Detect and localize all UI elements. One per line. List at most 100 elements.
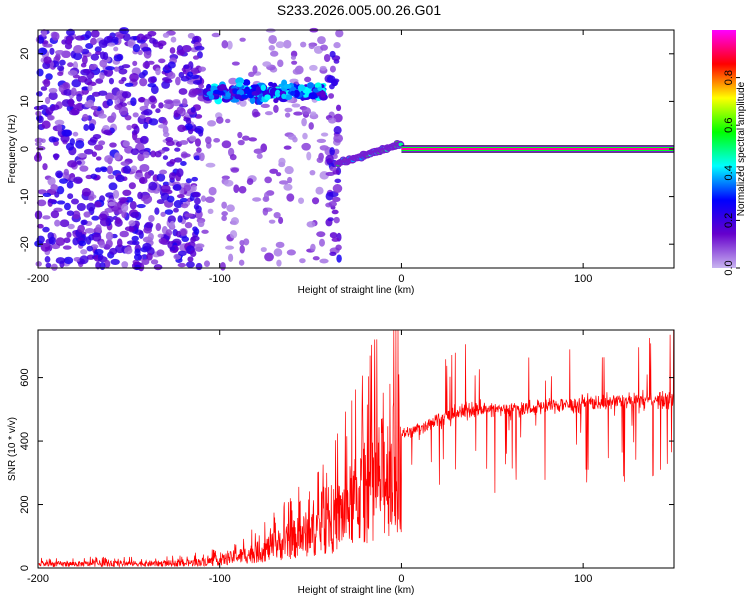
spectrogram-cell: [37, 36, 45, 44]
spectrogram-cell: [221, 211, 228, 217]
spectrogram-cell: [106, 165, 113, 175]
spectrogram-cell: [95, 261, 101, 270]
spectrogram-cell: [249, 96, 256, 104]
spectrogram-cell: [99, 59, 108, 68]
spectrogram-cell: [67, 160, 78, 168]
spectrogram-cell: [44, 96, 51, 105]
spectrogram-cell: [310, 111, 317, 116]
spectrogram-cell: [100, 167, 108, 173]
spectrogram-cell: [59, 59, 66, 66]
spectrogram-cell: [107, 174, 115, 180]
spectrogram-cell: [88, 195, 95, 201]
spectrogram-cell: [136, 204, 146, 209]
spectrogram-cell: [51, 31, 60, 41]
spectrogram-cell: [164, 209, 174, 215]
spectrogram-cell: [180, 228, 187, 236]
spectrogram-cell: [240, 94, 249, 99]
spectrogram-cell: [158, 102, 164, 109]
spectrogram-cell: [181, 44, 192, 53]
spectrogram-cell: [298, 197, 305, 204]
spectrogram-cell: [264, 111, 273, 116]
spectrogram-cell: [328, 117, 337, 124]
spectrogram-cell: [225, 118, 231, 124]
spectrogram-cell: [51, 137, 60, 142]
spectrogram-x-tick-label: 100: [574, 273, 592, 285]
spectrogram-cell: [150, 104, 156, 109]
spectrogram-cell: [81, 86, 90, 91]
spectrogram-cell: [333, 216, 340, 224]
spectrogram-cell: [287, 176, 293, 184]
spectrogram-cell: [253, 148, 264, 154]
spectrogram-cell: [235, 77, 245, 85]
spectrogram-cell: [283, 39, 292, 49]
spectrogram-cell: [75, 139, 85, 149]
spectrogram-cell: [124, 246, 133, 255]
spectrogram-cell: [162, 119, 168, 126]
spectrogram-cell: [67, 223, 75, 230]
spectrogram-cell: [66, 181, 74, 189]
spectrogram-cell: [160, 211, 166, 217]
spectrogram-cell: [173, 253, 182, 260]
spectrogram-cell: [291, 103, 301, 108]
spectrogram-cell: [77, 224, 85, 233]
spectrogram-cell: [133, 253, 142, 261]
spectrogram-cell: [67, 193, 74, 200]
spectrogram-cell: [328, 93, 335, 99]
spectrogram-cell: [203, 260, 211, 267]
spectrogram-cell: [187, 256, 194, 263]
spectrogram-cell: [143, 49, 152, 59]
spectrogram-cell: [113, 66, 120, 72]
spectrogram-cell: [242, 79, 251, 86]
spectrogram-cell: [190, 250, 197, 258]
chart-title: S233.2026.005.00.26.G01: [277, 2, 441, 18]
spectrogram-cell: [284, 112, 291, 118]
spectrogram-cell: [177, 215, 183, 223]
spectrogram-cell: [90, 105, 99, 110]
spectrogram-cell: [331, 196, 341, 202]
spectrogram-cell: [94, 46, 102, 53]
spectrogram-cell: [87, 139, 97, 146]
spectrogram-cell: [329, 251, 337, 256]
spectrogram-cell: [176, 168, 184, 178]
spectrogram-cell: [84, 101, 92, 108]
spectrogram-cell: [98, 241, 106, 248]
spectrogram-cell: [136, 39, 146, 44]
spectrogram-cell: [155, 108, 161, 114]
spectrogram-cell: [241, 135, 250, 141]
snr-x-ticks: -200 -100 0 100: [27, 330, 592, 585]
spectrogram-cell: [262, 61, 272, 67]
spectrogram-cell: [306, 221, 316, 228]
spectrogram-cell: [302, 132, 308, 140]
spectrogram-cell: [221, 140, 232, 149]
spectrogram-cell: [246, 178, 254, 185]
spectrogram-cell: [34, 210, 43, 220]
spectrogram-cell: [260, 247, 267, 253]
spectrogram-cell: [278, 157, 286, 166]
spectrogram-y-tick-label: -10: [19, 189, 31, 205]
spectrogram-cell: [99, 72, 105, 80]
spectrogram-cell: [63, 256, 74, 265]
spectrogram-cell: [129, 72, 139, 82]
spectrogram-cell: [118, 68, 128, 75]
spectrogram-cell: [90, 53, 100, 61]
spectrogram-cell: [275, 41, 285, 49]
spectrogram-cell: [252, 65, 258, 74]
spectrogram-cell: [123, 33, 131, 42]
spectrogram-cell: [230, 167, 240, 173]
spectrogram-marks: [33, 27, 674, 272]
spectrogram-cell: [239, 37, 246, 42]
spectrogram-cell: [40, 243, 50, 248]
spectrogram-cell: [183, 184, 192, 192]
spectrogram-cell: [304, 76, 312, 83]
spectrogram-cell: [89, 64, 97, 71]
spectrogram-cell: [323, 53, 331, 63]
spectrogram-cell: [119, 27, 130, 35]
spectrogram-cell: [71, 79, 82, 88]
snr-y-tick-label: 400: [19, 432, 31, 450]
spectrogram-cell: [130, 97, 137, 107]
spectrogram-cell: [80, 249, 88, 255]
spectrogram-cell: [199, 152, 205, 162]
spectrogram-cell: [129, 200, 137, 210]
spectrogram-cell: [194, 197, 201, 205]
